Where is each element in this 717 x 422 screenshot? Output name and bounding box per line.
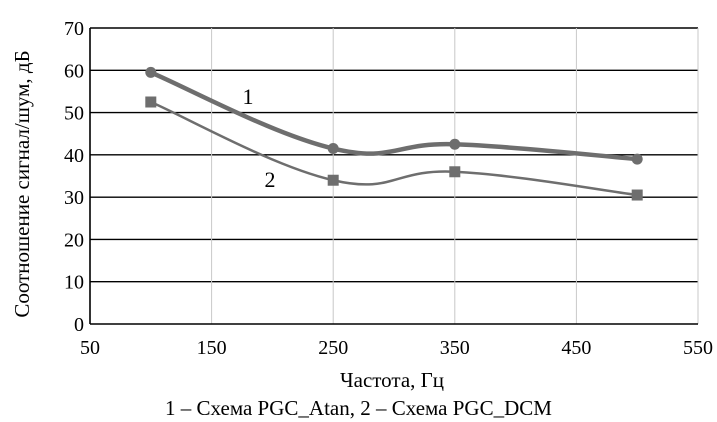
x-tick-label: 550 xyxy=(683,337,713,359)
series-group: 12 xyxy=(145,66,643,201)
y-tick-label: 20 xyxy=(64,229,84,251)
y-axis-label: Соотношение сигнал/шум, дБ xyxy=(10,50,34,317)
y-tick-label: 10 xyxy=(64,272,84,294)
series-label-2: 2 xyxy=(265,167,276,192)
data-point xyxy=(449,138,461,150)
x-tick-label: 350 xyxy=(440,337,470,359)
data-point xyxy=(631,153,643,165)
data-point xyxy=(449,166,461,178)
data-point xyxy=(145,96,157,108)
x-axis-label: Частота, Гц xyxy=(340,368,444,392)
y-tick-labels: 0 10 20 30 40 50 60 70 xyxy=(64,18,84,336)
data-point xyxy=(327,143,339,155)
y-tick-label: 60 xyxy=(64,60,84,82)
x-tick-label: 50 xyxy=(80,337,100,359)
grid xyxy=(89,27,699,324)
data-point xyxy=(145,66,157,78)
x-tick-labels: 50 150 250 350 450 550 xyxy=(80,337,713,359)
x-tick-label: 150 xyxy=(197,337,227,359)
axes xyxy=(89,28,698,325)
y-tick-label: 40 xyxy=(64,145,84,167)
data-point xyxy=(327,174,339,186)
data-point xyxy=(631,189,643,201)
y-tick-label: 70 xyxy=(64,18,84,40)
series-line-2 xyxy=(150,100,638,197)
chart-caption: 1 – Схема PGC_Atan, 2 – Схема PGC_DCM xyxy=(165,396,552,420)
series-label-1: 1 xyxy=(243,84,254,109)
x-tick-label: 250 xyxy=(318,337,348,359)
y-tick-label: 50 xyxy=(64,103,84,125)
y-tick-label: 30 xyxy=(64,187,84,209)
series-line-1 xyxy=(149,70,638,162)
x-tick-label: 450 xyxy=(561,337,591,359)
y-tick-label: 0 xyxy=(74,314,84,336)
